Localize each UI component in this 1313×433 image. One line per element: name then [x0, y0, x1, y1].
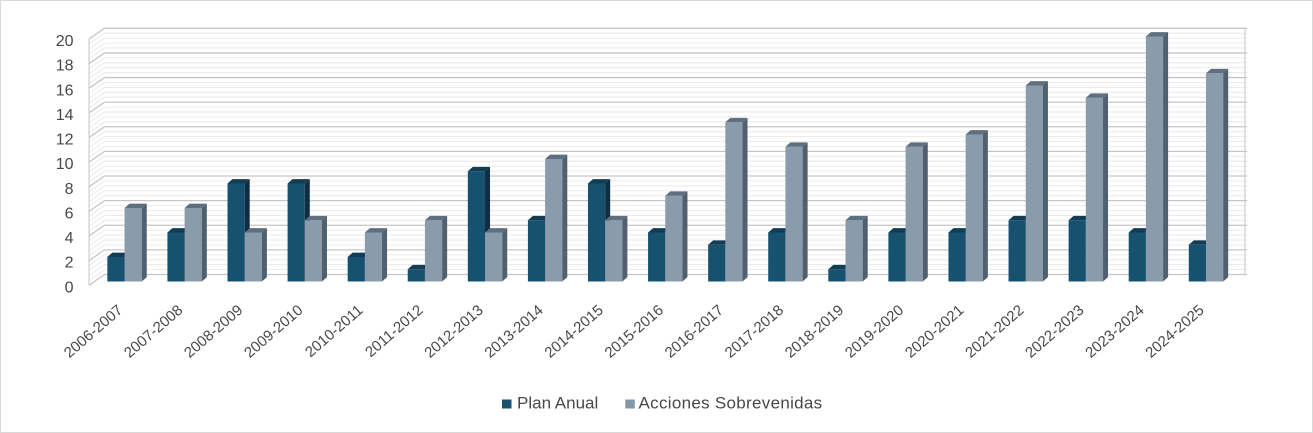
svg-text:6: 6: [65, 205, 74, 222]
svg-text:Plan Anual: Plan Anual: [517, 394, 598, 413]
svg-text:14: 14: [56, 107, 74, 124]
svg-text:0: 0: [65, 279, 74, 296]
svg-text:12: 12: [56, 132, 74, 149]
svg-text:8: 8: [65, 181, 74, 198]
svg-text:4: 4: [65, 230, 74, 247]
svg-text:2: 2: [65, 255, 74, 272]
svg-text:20: 20: [56, 33, 74, 50]
svg-text:18: 18: [56, 58, 74, 75]
svg-text:Acciones Sobrevenidas: Acciones Sobrevenidas: [639, 394, 823, 413]
svg-text:16: 16: [56, 82, 74, 99]
svg-text:10: 10: [56, 156, 74, 173]
